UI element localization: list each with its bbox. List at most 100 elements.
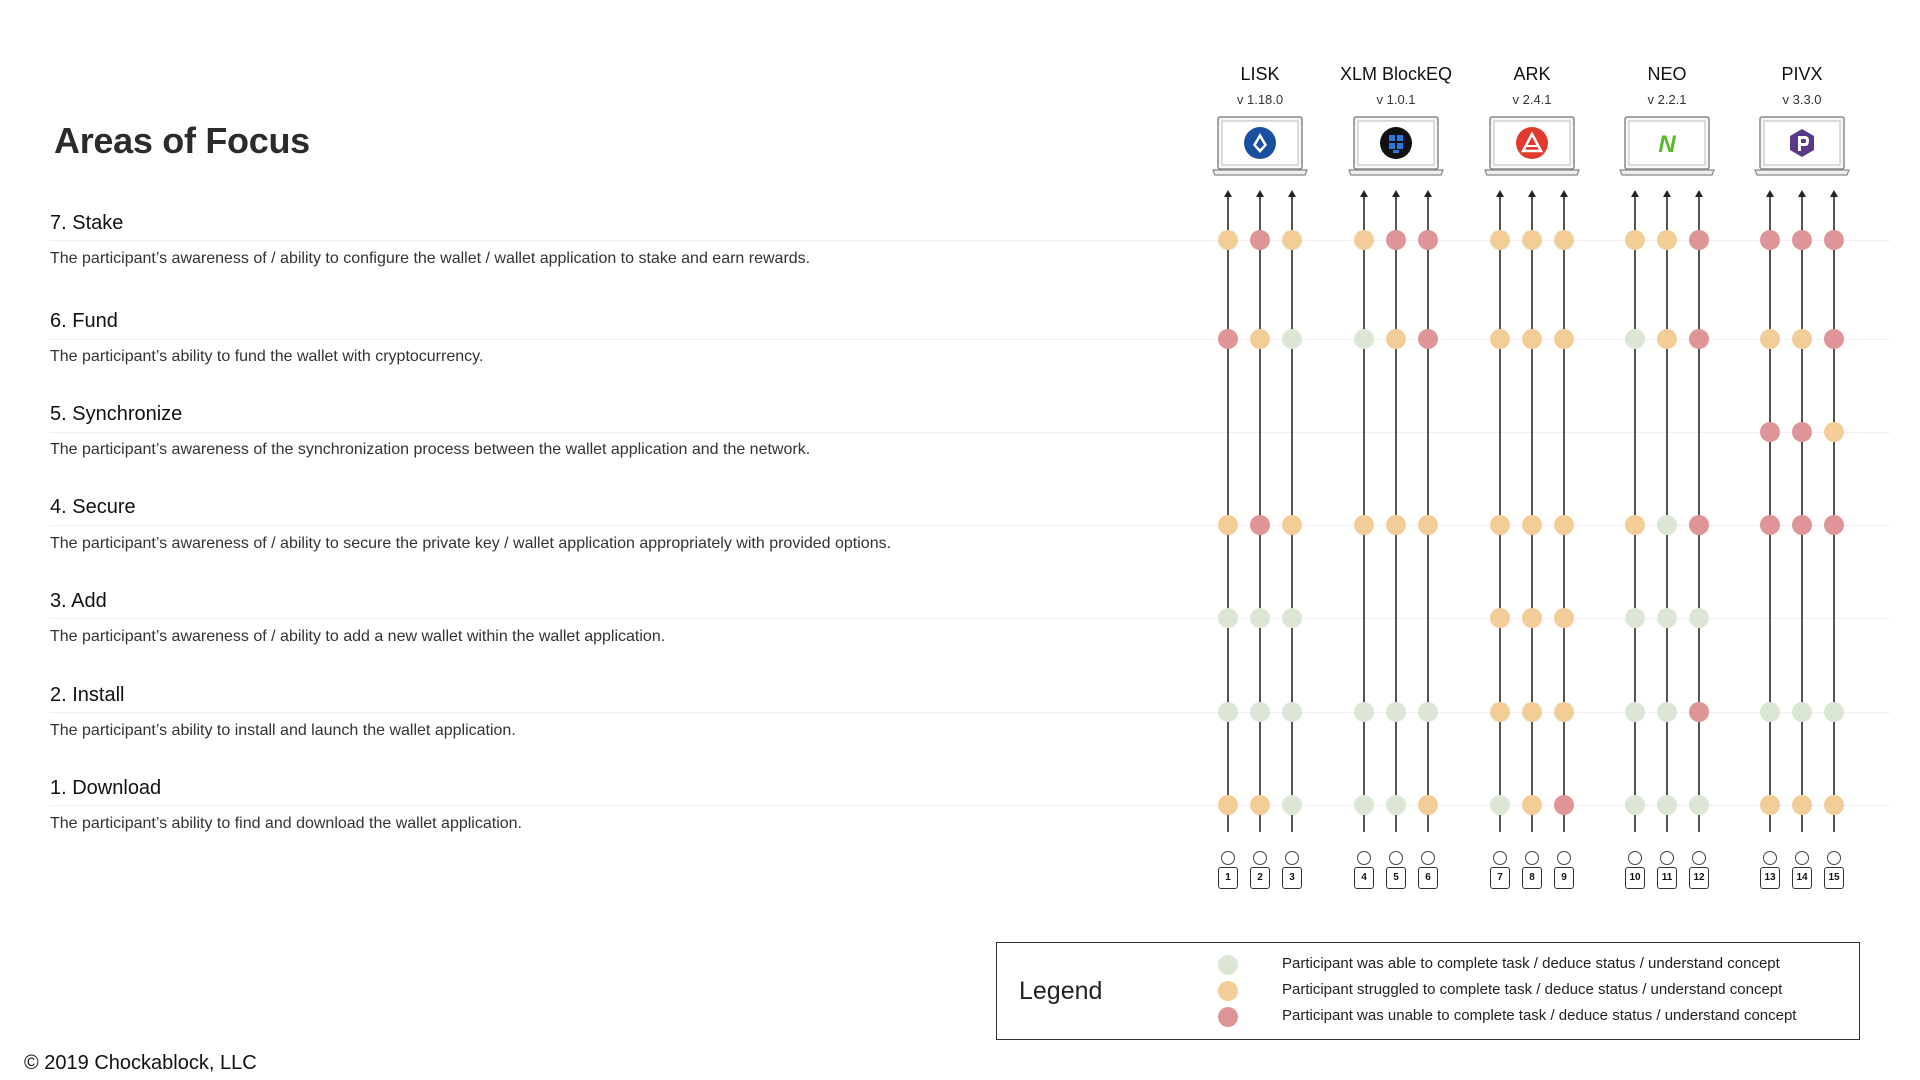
status-dot (1418, 329, 1438, 349)
status-dot (1282, 515, 1302, 535)
legend-title: Legend (1019, 977, 1103, 1005)
status-dot (1689, 702, 1709, 722)
legend-item-unable: Participant was unable to complete task … (1282, 1007, 1797, 1024)
area-description: The participant’s ability to find and do… (50, 815, 522, 832)
status-dot (1418, 702, 1438, 722)
participant-line (1769, 196, 1771, 832)
wallet-name: NEO (1647, 64, 1687, 84)
status-dot (1792, 795, 1812, 815)
area-name: 3. Add (50, 590, 107, 612)
status-dot (1282, 329, 1302, 349)
area-name: 6. Fund (50, 310, 118, 332)
status-dot (1554, 608, 1574, 628)
participant-line (1563, 196, 1565, 832)
participant-head-icon (1660, 851, 1674, 865)
wallet-name: XLM BlockEQ (1339, 64, 1453, 84)
status-dot (1625, 795, 1645, 815)
laptop-icon (1484, 116, 1580, 178)
participant-head-icon (1221, 851, 1235, 865)
legend-dot-struggled (1218, 981, 1238, 1001)
status-dot (1218, 608, 1238, 628)
area-description: The participant’s ability to fund the wa… (50, 348, 484, 365)
status-dot (1218, 515, 1238, 535)
participant-head-icon (1525, 851, 1539, 865)
status-dot (1824, 422, 1844, 442)
participant-number: 12 (1689, 867, 1709, 889)
participant-number: 10 (1625, 867, 1645, 889)
area-description: The participant’s awareness of / ability… (50, 535, 892, 552)
participant-head-icon (1285, 851, 1299, 865)
participant-line (1499, 196, 1501, 832)
status-dot (1418, 795, 1438, 815)
status-dot (1218, 795, 1238, 815)
participant-number: 13 (1760, 867, 1780, 889)
wallet-version: v 1.18.0 (1236, 92, 1284, 107)
participant-head-icon (1557, 851, 1571, 865)
status-dot (1760, 702, 1780, 722)
wallet-version: v 2.4.1 (1512, 92, 1552, 107)
arrow-up-icon (1360, 190, 1368, 197)
arrow-up-icon (1392, 190, 1400, 197)
wallet-version: v 1.0.1 (1376, 92, 1416, 107)
participant-line (1531, 196, 1533, 832)
status-dot (1490, 702, 1510, 722)
legend: Legend Participant was able to complete … (996, 942, 1860, 1040)
status-dot (1522, 329, 1542, 349)
status-dot (1250, 515, 1270, 535)
arrow-up-icon (1528, 190, 1536, 197)
participant-head-icon (1493, 851, 1507, 865)
legend-item-complete: Participant was able to complete task / … (1282, 955, 1780, 972)
status-dot (1824, 702, 1844, 722)
participant-head-icon (1692, 851, 1706, 865)
status-dot (1625, 329, 1645, 349)
status-dot (1490, 230, 1510, 250)
arrow-up-icon (1560, 190, 1568, 197)
status-dot (1689, 515, 1709, 535)
participant-line (1801, 196, 1803, 832)
status-dot (1760, 795, 1780, 815)
ark-logo-icon (1515, 126, 1549, 165)
arrow-up-icon (1798, 190, 1806, 197)
participant-number: 14 (1792, 867, 1812, 889)
area-description: The participant’s awareness of / ability… (50, 250, 811, 267)
arrow-up-icon (1830, 190, 1838, 197)
status-dot (1490, 608, 1510, 628)
participant-line (1227, 196, 1229, 832)
participant-head-icon (1389, 851, 1403, 865)
status-dot (1554, 515, 1574, 535)
participant-head-icon (1763, 851, 1777, 865)
area-description: The participant’s awareness of the synch… (50, 441, 811, 458)
status-dot (1282, 608, 1302, 628)
wallet-name: PIVX (1781, 64, 1823, 84)
status-dot (1522, 795, 1542, 815)
status-dot (1386, 515, 1406, 535)
laptop-icon: N (1619, 116, 1715, 178)
participant-number: 1 (1218, 867, 1238, 889)
area-name: 7. Stake (50, 212, 124, 234)
participant-line (1259, 196, 1261, 832)
area-description: The participant’s ability to install and… (50, 722, 516, 739)
status-dot (1218, 230, 1238, 250)
status-dot (1522, 608, 1542, 628)
participant-number: 5 (1386, 867, 1406, 889)
participant-number: 9 (1554, 867, 1574, 889)
participant-number: 11 (1657, 867, 1677, 889)
status-dot (1218, 702, 1238, 722)
status-dot (1554, 795, 1574, 815)
laptop-icon (1212, 116, 1308, 178)
participant-number: 15 (1824, 867, 1844, 889)
legend-item-struggled: Participant struggled to complete task /… (1282, 981, 1783, 998)
wallet-version: v 3.3.0 (1782, 92, 1822, 107)
status-dot (1760, 230, 1780, 250)
status-dot (1625, 515, 1645, 535)
arrow-up-icon (1424, 190, 1432, 197)
participant-line (1395, 196, 1397, 832)
status-dot (1386, 702, 1406, 722)
status-dot (1657, 329, 1677, 349)
arrow-up-icon (1288, 190, 1296, 197)
status-dot (1689, 230, 1709, 250)
neo-logo-icon: N (1650, 126, 1684, 165)
area-divider (50, 805, 1890, 806)
status-dot (1792, 422, 1812, 442)
participant-head-icon (1827, 851, 1841, 865)
